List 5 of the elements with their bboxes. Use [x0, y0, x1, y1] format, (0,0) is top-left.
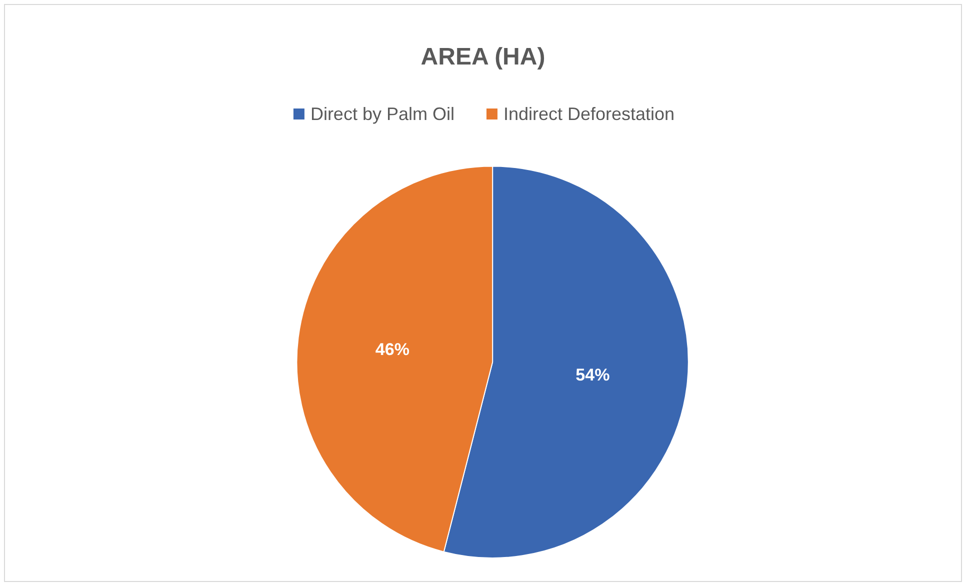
legend-label: Indirect Deforestation	[503, 104, 675, 124]
chart-title: AREA (HA)	[420, 44, 546, 70]
data-label: 54%	[576, 365, 610, 384]
data-label: 46%	[375, 340, 410, 359]
legend-label: Direct by Palm Oil	[310, 104, 454, 124]
